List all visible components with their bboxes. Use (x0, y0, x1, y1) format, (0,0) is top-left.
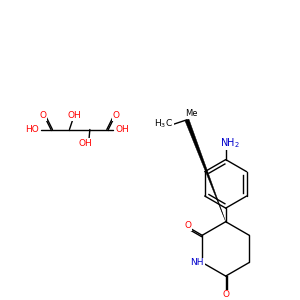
Text: Me: Me (185, 110, 198, 118)
Polygon shape (185, 119, 226, 222)
Text: H$_3$C: H$_3$C (154, 117, 173, 130)
Text: OH: OH (116, 125, 130, 134)
Text: O: O (112, 111, 119, 120)
Text: NH$_2$: NH$_2$ (220, 136, 239, 150)
Text: O: O (40, 111, 47, 120)
Text: HO: HO (25, 125, 38, 134)
Text: NH: NH (190, 258, 204, 267)
Text: OH: OH (78, 139, 92, 148)
Text: O: O (222, 290, 229, 299)
Text: O: O (185, 221, 192, 230)
Text: OH: OH (68, 111, 81, 120)
